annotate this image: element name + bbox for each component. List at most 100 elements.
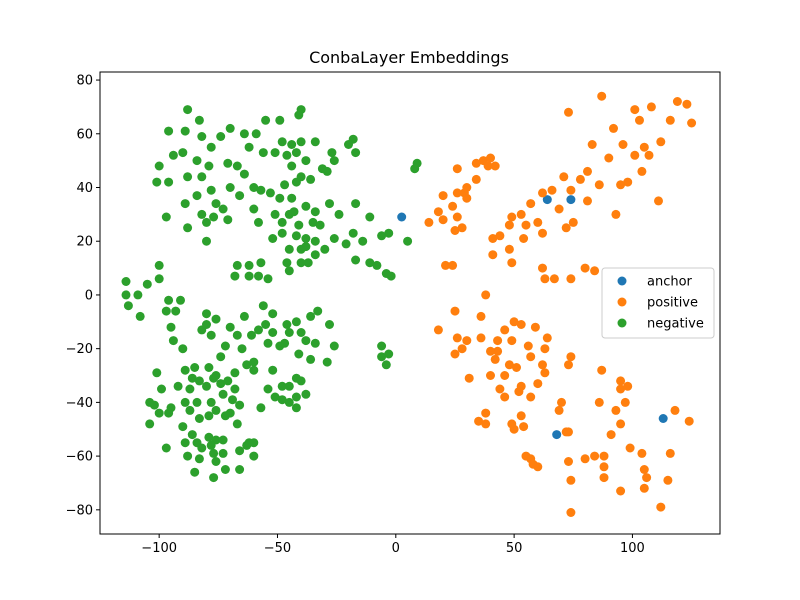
point-positive-16 [604,153,614,163]
point-negative-58 [310,207,320,217]
point-negative-137 [254,325,263,335]
point-negative-29 [258,148,268,158]
point-negative-158 [232,330,242,340]
point-negative-106 [284,266,294,276]
point-positive-37 [495,231,505,241]
point-negative-83 [277,228,287,238]
point-positive-69 [424,217,434,227]
point-negative-25 [204,161,214,171]
point-negative-126 [161,306,171,316]
points-layer [121,91,697,517]
point-negative-28 [244,142,254,152]
point-positive-92 [526,352,536,362]
point-positive-15 [644,150,654,160]
point-negative-163 [190,363,200,372]
point-negative-133 [239,311,249,321]
point-positive-151 [481,419,491,429]
point-negative-60 [180,199,190,209]
point-negative-48 [256,185,266,195]
point-negative-220 [218,435,228,445]
legend: anchor positive negative [601,267,715,339]
point-anchor-2 [566,195,576,205]
point-negative-207 [230,384,240,394]
point-positive-77 [457,344,467,354]
point-negative-239 [209,473,219,483]
point-negative-76 [334,209,344,219]
point-positive-116 [557,397,566,407]
point-negative-59 [325,199,334,209]
point-positive-55 [490,161,500,171]
point-negative-41 [164,177,174,187]
point-positive-2 [630,105,640,115]
point-negative-100 [256,258,266,268]
point-positive-73 [481,290,491,300]
point-negative-189 [211,371,221,380]
point-negative-169 [249,357,259,367]
point-positive-13 [665,115,675,125]
point-positive-79 [450,349,460,359]
point-negative-227 [206,440,216,450]
point-negative-167 [242,360,252,370]
point-positive-101 [495,384,505,394]
point-negative-93 [365,258,375,268]
point-negative-214 [194,414,204,423]
point-anchor-1 [542,195,552,205]
point-negative-129 [202,309,211,319]
point-negative-85 [291,231,301,241]
point-positive-76 [452,333,462,343]
point-negative-154 [178,344,188,354]
point-negative-185 [270,392,280,402]
point-negative-164 [204,363,214,372]
point-negative-49 [265,188,275,198]
point-negative-53 [291,177,301,187]
point-negative-172 [306,354,316,364]
point-negative-140 [296,328,306,337]
point-positive-98 [504,360,514,370]
point-negative-216 [178,422,188,432]
point-positive-95 [464,373,474,383]
point-positive-64 [452,212,462,222]
point-positive-22 [566,185,576,195]
point-negative-89 [329,234,339,243]
point-positive-96 [486,371,495,380]
point-negative-202 [145,419,155,429]
point-positive-23 [547,185,557,195]
point-negative-170 [275,341,285,351]
y-tick-label: 20 [76,235,93,250]
point-negative-43 [197,172,207,182]
point-positive-70 [438,215,448,225]
x-tick-label: 0 [392,541,400,556]
point-negative-203 [161,443,171,453]
point-negative-84 [268,234,278,243]
ticks-layer: −100 −50 0 50 100 −80 −60 −40 −20 0 20 40 60 80 [66,74,645,556]
point-positive-36 [504,220,514,230]
point-negative-114 [403,236,413,246]
point-negative-88 [320,244,330,254]
point-positive-125 [639,483,649,493]
point-anchor-4 [658,414,668,423]
point-negative-146 [329,341,339,351]
point-negative-68 [202,217,211,227]
point-negative-223 [249,438,259,448]
point-positive-108 [564,360,573,370]
point-negative-65 [209,212,219,222]
legend-label-negative: negative [647,317,704,332]
point-negative-38 [322,166,332,176]
point-negative-22 [168,150,178,160]
point-positive-62 [438,191,448,201]
point-negative-109 [303,258,313,268]
point-negative-159 [237,344,247,354]
point-positive-85 [490,354,500,364]
point-negative-142 [313,306,323,316]
point-negative-178 [284,381,294,391]
point-negative-55 [287,193,297,203]
point-negative-208 [235,400,245,410]
point-negative-229 [242,440,252,450]
point-negative-1 [194,115,204,125]
point-positive-49 [566,274,576,284]
point-positive-50 [580,263,590,273]
point-positive-54 [483,161,493,171]
point-negative-82 [202,236,211,246]
point-negative-235 [220,465,230,474]
point-negative-30 [287,161,297,171]
